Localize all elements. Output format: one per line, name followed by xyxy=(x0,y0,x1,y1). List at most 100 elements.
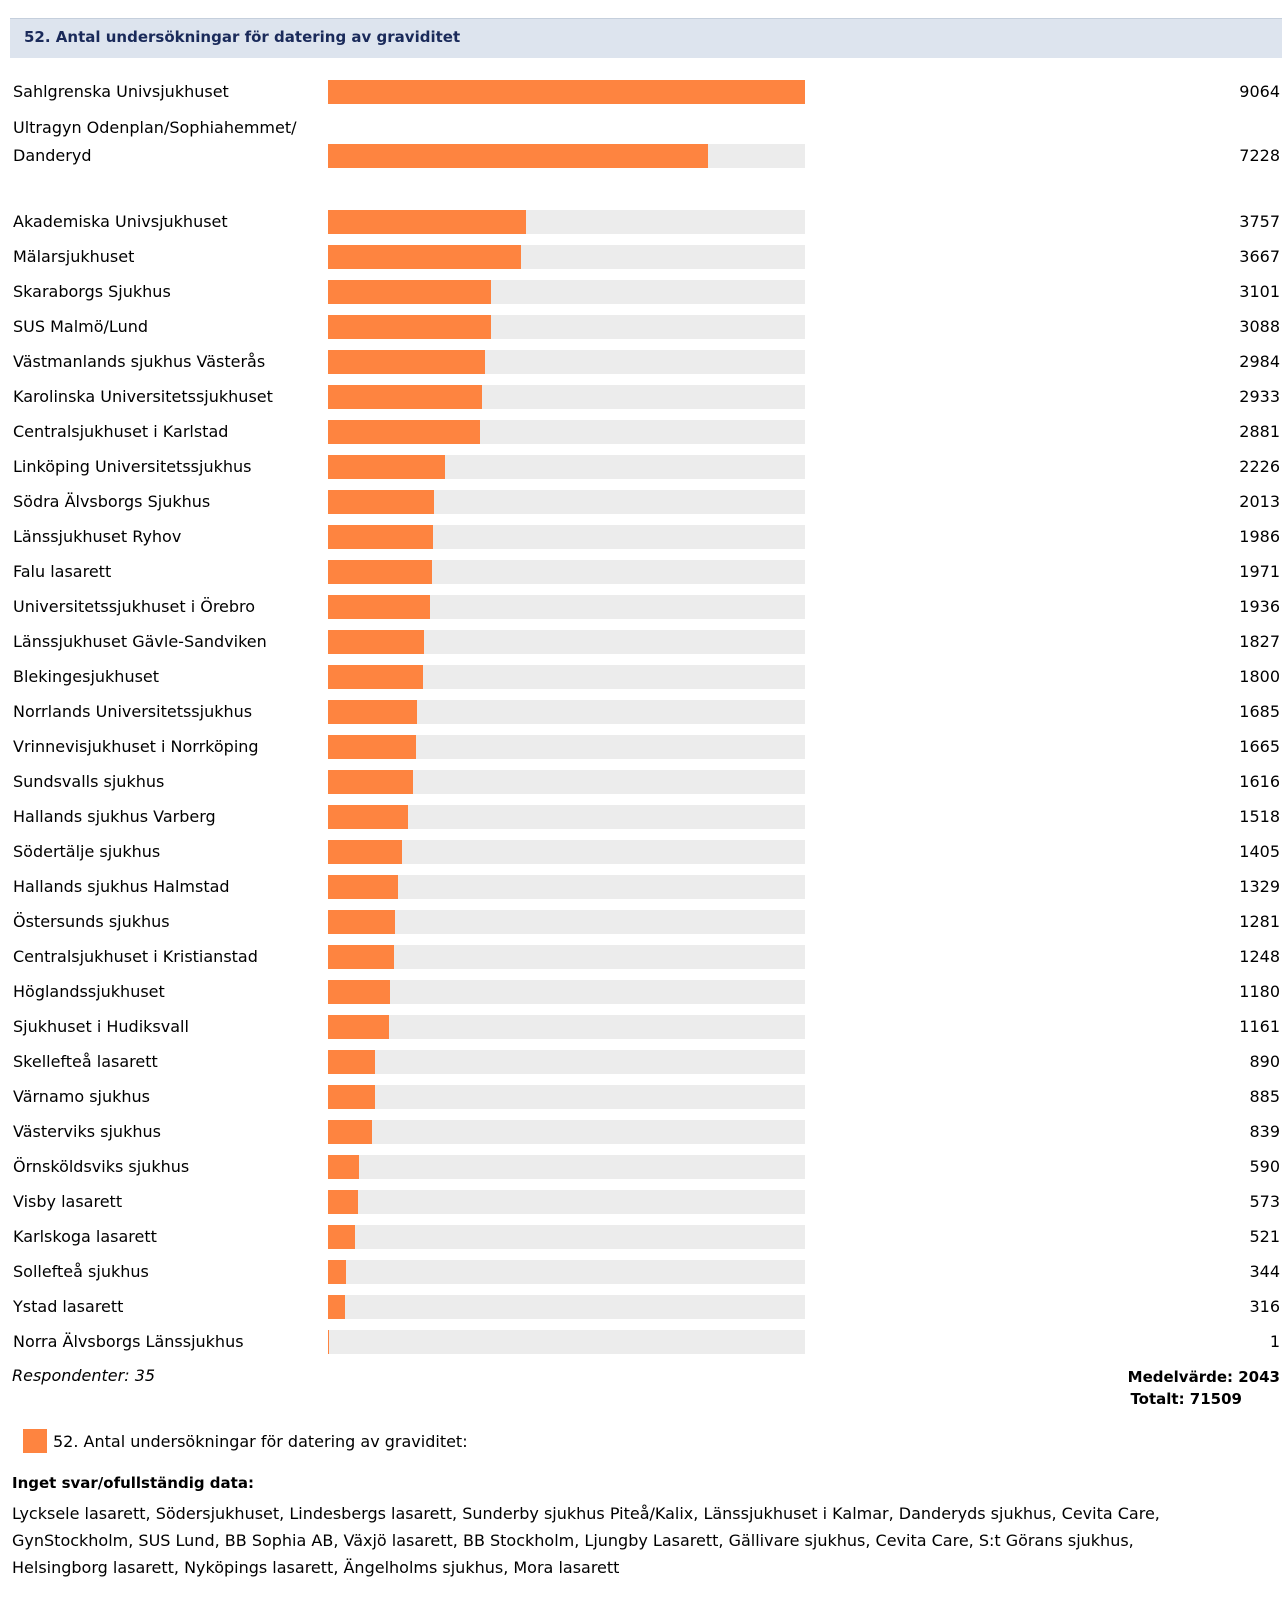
bar-track xyxy=(328,630,805,654)
bar-track xyxy=(328,805,805,829)
bar-track xyxy=(328,980,805,1004)
bar xyxy=(328,735,416,759)
bar-track xyxy=(328,525,805,549)
bar-track xyxy=(328,560,805,584)
bar xyxy=(328,805,408,829)
bar-value-label: 1665 xyxy=(1239,737,1280,756)
bar xyxy=(328,945,394,969)
bar xyxy=(328,1260,346,1284)
bar-value-label: 1161 xyxy=(1239,1017,1280,1036)
bar-value-label: 3667 xyxy=(1239,247,1280,266)
bar-value-label: 2881 xyxy=(1239,422,1280,441)
bar-label: Sjukhuset i Hudiksvall xyxy=(13,1017,189,1036)
bar-label: Värnamo sjukhus xyxy=(13,1087,151,1106)
bar-track xyxy=(328,1330,805,1354)
bar-value-label: 3088 xyxy=(1239,317,1280,336)
bar-label: Akademiska Univsjukhuset xyxy=(13,212,228,231)
bar-value-label: 839 xyxy=(1249,1122,1280,1141)
bar-track xyxy=(328,420,805,444)
bar-track xyxy=(328,910,805,934)
bar xyxy=(328,525,433,549)
bar-track xyxy=(328,490,805,514)
bar-track xyxy=(328,945,805,969)
missing-data-title: Inget svar/ofullständig data: xyxy=(12,1474,254,1492)
bar-label: Västerviks sjukhus xyxy=(13,1122,161,1141)
bar-track xyxy=(328,875,805,899)
bar-value-label: 1405 xyxy=(1239,842,1280,861)
bar xyxy=(328,80,805,104)
bar-value-label: 3101 xyxy=(1239,282,1280,301)
bar-track xyxy=(328,1225,805,1249)
bar xyxy=(328,980,390,1004)
bar-label: Centralsjukhuset i Kristianstad xyxy=(13,947,258,966)
bar xyxy=(328,840,402,864)
missing-data-line: Lycksele lasarett, Södersjukhuset, Linde… xyxy=(12,1504,1160,1523)
bar xyxy=(328,280,491,304)
bar-track xyxy=(328,770,805,794)
bar xyxy=(328,770,413,794)
bar-label: Norrlands Universitetssjukhus xyxy=(13,702,253,721)
bar xyxy=(328,315,491,339)
bar-value-label: 885 xyxy=(1249,1087,1280,1106)
bar-label: Hallands sjukhus Halmstad xyxy=(13,877,230,896)
bar-label: Universitetssjukhuset i Örebro xyxy=(13,597,256,616)
summary-stats: Medelvärde: 2043 Totalt: 71509 xyxy=(1128,1366,1280,1410)
legend-label: 52. Antal undersökningar för datering av… xyxy=(53,1431,468,1451)
bar xyxy=(328,245,521,269)
chart-header: 52. Antal undersökningar för datering av… xyxy=(10,18,1282,58)
bar-label: Länssjukhuset Ryhov xyxy=(13,527,182,546)
bar-value-label: 1936 xyxy=(1239,597,1280,616)
bar-label: Östersunds sjukhus xyxy=(13,912,170,931)
bar-label: Karolinska Universitetssjukhuset xyxy=(13,387,273,406)
bar xyxy=(328,210,526,234)
bar-track xyxy=(328,1295,805,1319)
bar-track xyxy=(328,210,805,234)
bar xyxy=(328,700,417,724)
bar-track xyxy=(328,385,805,409)
bar-track xyxy=(328,700,805,724)
bar-label: Södra Älvsborgs Sjukhus xyxy=(13,492,211,511)
bar xyxy=(328,420,480,444)
bar-value-label: 344 xyxy=(1249,1262,1280,1281)
bar-label: Västmanlands sjukhus Västerås xyxy=(13,352,266,371)
bar xyxy=(328,1050,375,1074)
bar-value-label: 1180 xyxy=(1239,982,1280,1001)
bar-label: Skaraborgs Sjukhus xyxy=(13,282,171,301)
bar-value-label: 1329 xyxy=(1239,877,1280,896)
legend: 52. Antal undersökningar för datering av… xyxy=(23,1428,468,1454)
bar-track xyxy=(328,315,805,339)
bar-value-label: 2013 xyxy=(1239,492,1280,511)
bar xyxy=(328,144,708,168)
bar-label: Höglandssjukhuset xyxy=(13,982,165,1001)
bar xyxy=(328,595,430,619)
bar xyxy=(328,455,445,479)
bar-label: Mälarsjukhuset xyxy=(13,247,135,266)
bar-track xyxy=(328,1190,805,1214)
bar xyxy=(328,1190,358,1214)
bar-value-label: 1 xyxy=(1269,1332,1280,1351)
bar-value-label: 3757 xyxy=(1239,212,1280,231)
bar-value-label: 2226 xyxy=(1239,457,1280,476)
bar-label: Vrinnevisjukhuset i Norrköping xyxy=(13,737,259,756)
bar-value-label: 1616 xyxy=(1239,772,1280,791)
bar-label: Norra Älvsborgs Länssjukhus xyxy=(13,1332,244,1351)
bar-value-label: 2984 xyxy=(1239,352,1280,371)
bar xyxy=(328,875,398,899)
bar-track xyxy=(328,1015,805,1039)
bar-track xyxy=(328,280,805,304)
bar-label: Hallands sjukhus Varberg xyxy=(13,807,216,826)
bar-value-label: 2933 xyxy=(1239,387,1280,406)
bar-label: Ultragyn Odenplan/Sophiahemmet/Danderyd xyxy=(13,118,297,165)
bar-track xyxy=(328,665,805,689)
bar xyxy=(328,1120,372,1144)
bar-track xyxy=(328,1120,805,1144)
bar-label: Sundsvalls sjukhus xyxy=(13,772,165,791)
bar xyxy=(328,665,423,689)
bar-value-label: 1685 xyxy=(1239,702,1280,721)
bar-track xyxy=(328,1085,805,1109)
bar-value-label: 890 xyxy=(1249,1052,1280,1071)
bar xyxy=(328,910,395,934)
bar-value-label: 590 xyxy=(1249,1157,1280,1176)
bar-track xyxy=(328,144,805,168)
bar-label: Sollefteå sjukhus xyxy=(13,1262,149,1281)
